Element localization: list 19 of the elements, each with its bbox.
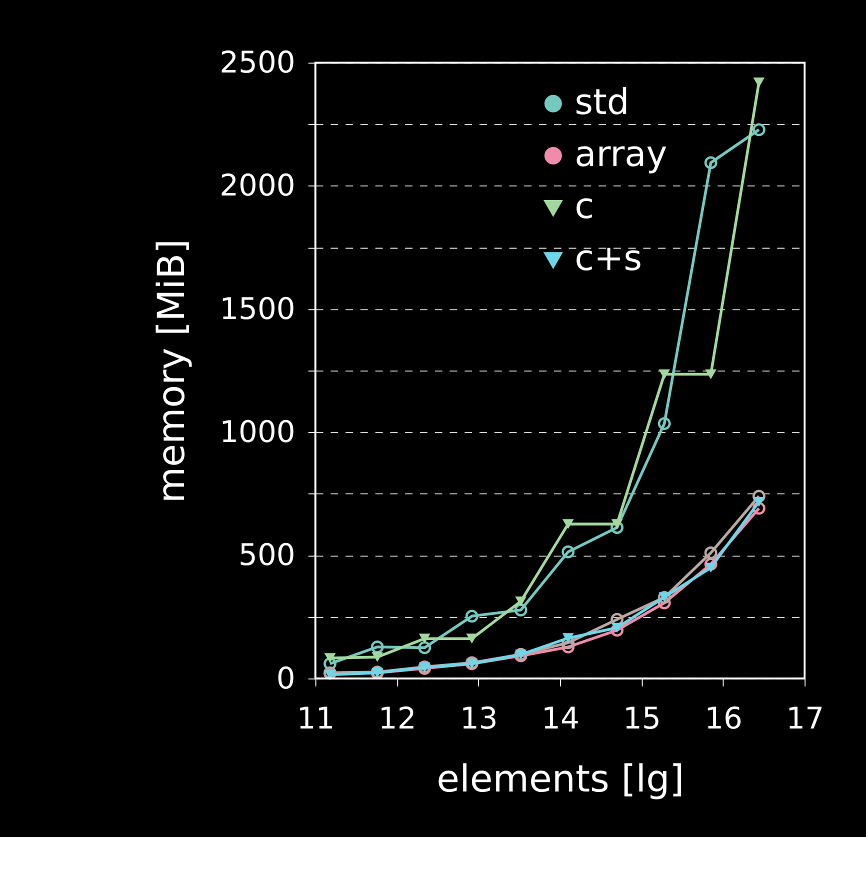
y-tick-label: 1000 — [220, 414, 296, 450]
legend-label: c+s — [574, 238, 642, 280]
x-tick-label: 17 — [786, 701, 824, 736]
legend-label: array — [574, 134, 668, 175]
x-tick-label: 14 — [542, 701, 580, 736]
x-tick-label: 16 — [704, 701, 742, 736]
y-tick-label: 1500 — [220, 292, 296, 327]
x-tick-label: 11 — [296, 701, 335, 736]
y-tick-label: 2500 — [220, 45, 296, 80]
y-tick-label: 0 — [276, 661, 296, 696]
x-tick-label: 15 — [623, 701, 661, 736]
legend-label: std — [574, 82, 630, 123]
x-axis-title: elements [lg] — [436, 756, 684, 801]
legend-label: c — [574, 186, 594, 228]
y-tick-label: 2000 — [220, 168, 296, 204]
x-tick-label: 12 — [378, 701, 416, 736]
y-axis-title: memory [MiB] — [149, 238, 194, 504]
y-tick-label: 500 — [238, 538, 296, 574]
x-tick-label: 13 — [460, 701, 498, 736]
